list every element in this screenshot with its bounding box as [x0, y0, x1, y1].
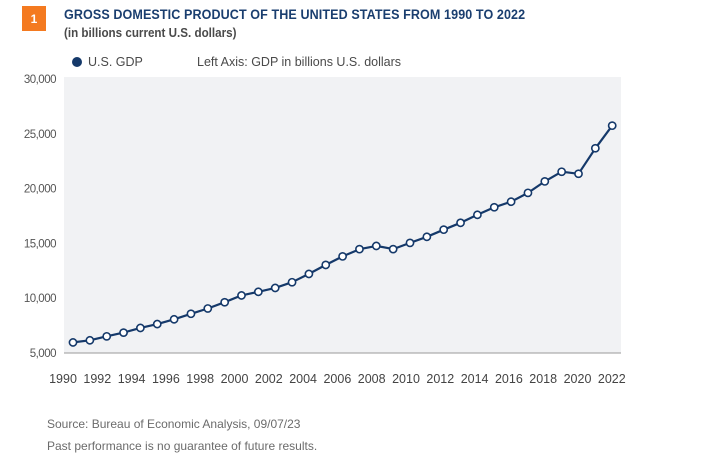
chart-title: GROSS DOMESTIC PRODUCT OF THE UNITED STA… — [64, 7, 526, 22]
chart-subtitle: (in billions current U.S. dollars) — [64, 26, 237, 40]
data-point-2010 — [405, 238, 415, 248]
x-tick-label: 2010 — [392, 372, 420, 386]
data-point-2018 — [540, 177, 550, 186]
plot-area — [64, 77, 621, 353]
data-point-2006 — [338, 251, 347, 261]
y-tick-label: 5,000 — [30, 348, 56, 360]
data-point-2016 — [506, 197, 516, 207]
data-point-2012 — [439, 225, 449, 235]
data-point-2015 — [489, 202, 499, 212]
data-point-2002 — [270, 283, 280, 293]
data-point-2014 — [472, 210, 482, 220]
x-tick-label: 2022 — [598, 372, 626, 386]
x-tick-label: 2006 — [323, 372, 351, 386]
x-tick-label: 2016 — [495, 372, 523, 386]
data-point-1996 — [169, 314, 179, 324]
x-tick-label: 2008 — [358, 372, 386, 386]
x-tick-label: 1990 — [49, 372, 77, 386]
data-point-2020 — [574, 169, 583, 179]
data-point-2003 — [287, 277, 297, 287]
data-point-1991 — [85, 335, 95, 345]
data-point-1995 — [152, 319, 162, 329]
data-point-2008 — [371, 241, 381, 251]
x-tick-label: 2020 — [564, 372, 592, 386]
data-point-1992 — [102, 331, 112, 341]
x-tick-label: 1996 — [152, 372, 180, 386]
y-tick-label: 20,000 — [24, 184, 56, 196]
data-point-1993 — [119, 328, 128, 338]
disclaimer-note: Past performance is no guarantee of futu… — [47, 439, 318, 453]
data-point-1998 — [203, 304, 213, 313]
legend-marker-icon — [72, 57, 82, 67]
y-tick-label: 25,000 — [24, 129, 56, 141]
data-point-2000 — [237, 291, 246, 300]
data-point-1994 — [135, 323, 145, 333]
data-point-2013 — [456, 218, 465, 228]
data-point-2005 — [321, 260, 331, 270]
data-point-2017 — [523, 188, 533, 198]
data-point-2011 — [422, 232, 432, 242]
x-tick-label: 2004 — [289, 372, 317, 386]
series-points — [68, 121, 617, 347]
data-point-2007 — [355, 244, 364, 254]
data-point-1999 — [220, 297, 230, 307]
data-point-2004 — [304, 269, 314, 279]
y-tick-label: 15,000 — [24, 238, 56, 250]
y-tick-label: 30,000 — [24, 74, 56, 86]
x-axis: 1990 1992 1994 1996 1998 2000 2002 2004 2006 2008… — [49, 372, 626, 386]
data-point-2001 — [253, 287, 263, 297]
x-tick-label: 2012 — [426, 372, 454, 386]
legend-label: U.S. GDP — [88, 55, 143, 69]
x-tick-label: 2002 — [255, 372, 283, 386]
x-tick-label: 2014 — [461, 372, 489, 386]
data-point-1990 — [68, 338, 78, 347]
x-tick-label: 1992 — [83, 372, 111, 386]
data-point-2019 — [557, 167, 567, 177]
x-tick-label: 1998 — [186, 372, 214, 386]
y-axis: 5,000 10,000 15,000 20,000 25,000 30,000 — [24, 74, 57, 360]
data-point-2009 — [388, 244, 398, 254]
source-note: Source: Bureau of Economic Analysis, 09/… — [47, 417, 301, 431]
x-tick-label: 1994 — [118, 372, 146, 386]
figure-number-badge: 1 — [22, 6, 46, 31]
legend-item-us-gdp: U.S. GDP — [72, 55, 143, 69]
data-point-2021 — [590, 143, 600, 153]
x-tick-label: 2018 — [529, 372, 557, 386]
y-tick-label: 10,000 — [24, 293, 56, 305]
data-point-1997 — [186, 309, 196, 319]
data-point-2022 — [607, 121, 617, 131]
axis-note: Left Axis: GDP in billions U.S. dollars — [197, 55, 402, 69]
x-tick-label: 2000 — [221, 372, 249, 386]
